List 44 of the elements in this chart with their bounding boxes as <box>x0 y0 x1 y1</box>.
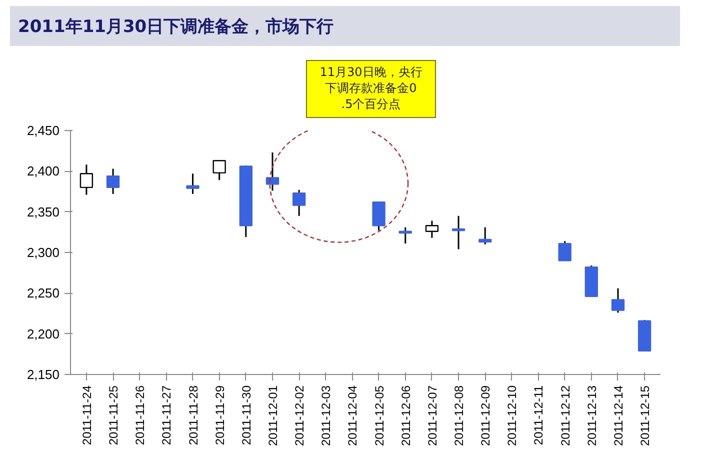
candlestick <box>106 168 120 195</box>
y-tick-label: 2,150 <box>26 367 60 382</box>
chart-title: 2011年11月30日下调准备金，市场下行 <box>18 16 334 39</box>
y-tick-label: 2,400 <box>26 164 60 179</box>
candlestick <box>212 160 226 181</box>
candlestick <box>398 226 412 244</box>
x-tick-label: 2011-12-14 <box>611 385 626 446</box>
candlestick <box>452 215 466 250</box>
candlestick <box>558 240 572 262</box>
y-tick-label: 2,200 <box>26 326 60 342</box>
text: 11月30日晚，央行下调存款准备金0.5个百分点 <box>320 64 422 113</box>
candlestick <box>266 152 280 192</box>
candlestick <box>186 172 200 195</box>
x-tick-label: 2011-11-24 <box>80 385 94 446</box>
candlestick <box>425 220 439 239</box>
x-tick-label: 2011-12-11 <box>532 385 546 446</box>
x-tick-label: 2011-11-28 <box>186 385 200 446</box>
x-tick-label: 2011-11-26 <box>133 385 148 446</box>
x-tick-label: 2011-12-04 <box>346 385 360 446</box>
x-tick-label: 2011-12-05 <box>372 385 386 446</box>
x-tick-label: 2011-12-06 <box>398 385 413 446</box>
x-tick-label: 2011-11-29 <box>212 385 227 446</box>
candlestick <box>478 226 492 246</box>
candlestick <box>80 164 94 196</box>
x-tick-label: 2011-12-12 <box>558 385 572 446</box>
x-tick-label: 2011-12-03 <box>319 385 334 446</box>
x-tick-label: 2011-12-08 <box>452 385 466 446</box>
x-tick-label: 2011-11-30 <box>239 385 254 446</box>
x-tick-label: 2011-12-13 <box>584 385 599 446</box>
x-tick-label: 2011-11-25 <box>106 385 121 446</box>
y-tick-label: 2,250 <box>26 286 60 301</box>
y-tick-label: 2,450 <box>26 123 60 138</box>
x-tick-label: 2011-12-01 <box>266 385 280 446</box>
x-tick-label: 2011-12-10 <box>505 385 520 446</box>
x-tick-label: 2011-11-27 <box>160 385 174 446</box>
y-tick-label: 2,300 <box>26 245 60 260</box>
x-tick-label: 2011-12-15 <box>638 385 652 446</box>
candlestick <box>372 201 386 232</box>
y-tick-label: 2,350 <box>26 204 60 220</box>
x-tick-label: 2011-12-09 <box>478 385 493 446</box>
candlestick <box>611 288 625 314</box>
x-tick-label: 2011-12-02 <box>292 385 307 446</box>
x-tick-label: 2011-12-07 <box>425 385 440 446</box>
candlestick <box>292 189 306 217</box>
